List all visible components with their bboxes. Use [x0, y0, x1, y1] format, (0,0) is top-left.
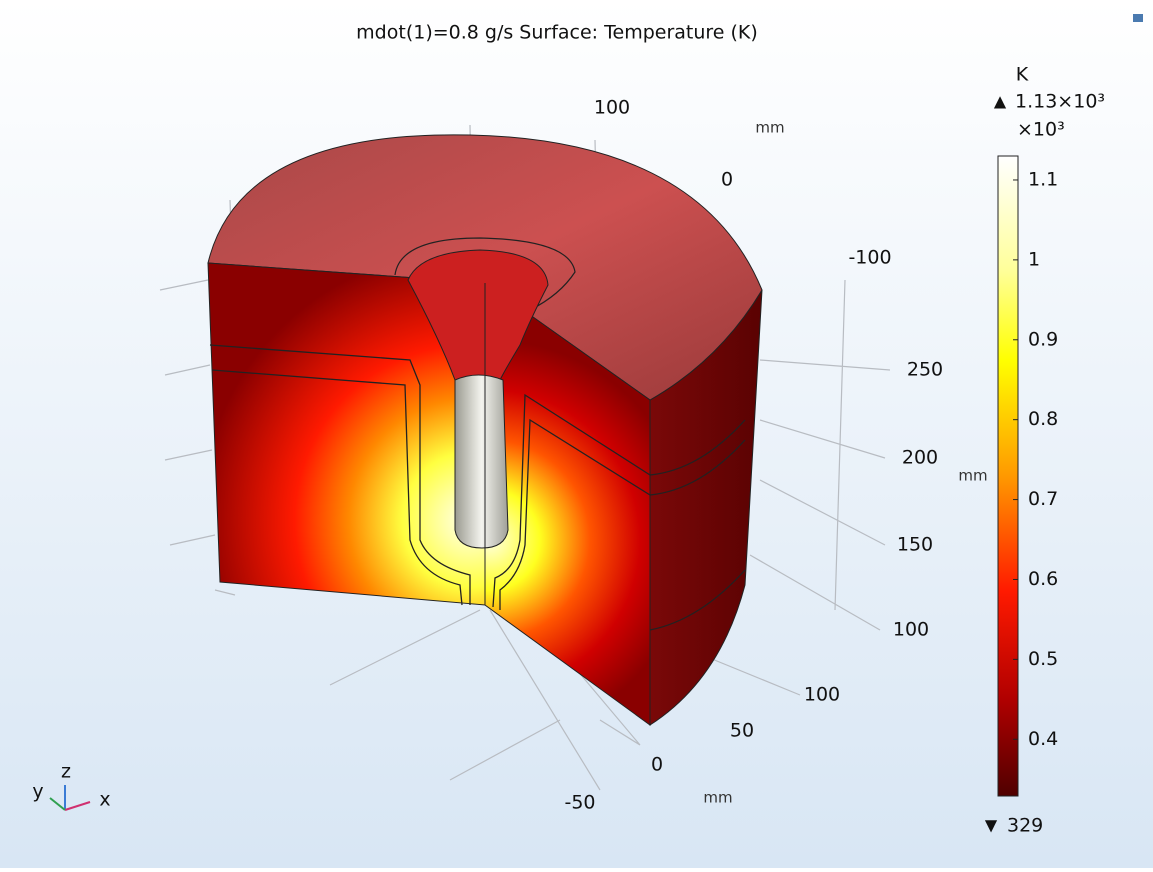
axis-unit: mm [703, 789, 732, 807]
min-marker: ▼ [985, 816, 998, 835]
colorbar-tick-label: 0.4 [1028, 728, 1058, 750]
colorbar-tick-label: 0.8 [1028, 408, 1058, 430]
colorbar-tick-label: 0.9 [1028, 328, 1058, 350]
tick-label: 0 [721, 169, 733, 191]
colorbar-scale [998, 156, 1018, 796]
triad-label: y [32, 781, 43, 803]
tick-label: 150 [897, 534, 933, 556]
colorbar-tick-label: 1 [1028, 248, 1040, 270]
crucible [455, 375, 508, 548]
tick-label: 200 [902, 447, 938, 469]
tick-label: 50 [730, 720, 754, 742]
tick-label: -50 [564, 792, 595, 814]
colorbar-unit: K [1016, 64, 1029, 86]
colorbar-tick-label: 1.1 [1028, 168, 1058, 190]
triad-label: z [61, 761, 71, 783]
colorbar-tick-label: 0.5 [1028, 648, 1058, 670]
tick-label: -100 [848, 247, 891, 269]
tick-label: 100 [804, 684, 840, 706]
colorbar-tick-label: 0.6 [1028, 568, 1058, 590]
colorbar-tick-label: 0.7 [1028, 488, 1058, 510]
title: mdot(1)=0.8 g/s Surface: Temperature (K) [356, 22, 758, 44]
toolbar-icon[interactable] [1133, 14, 1143, 22]
triad-label: x [99, 789, 110, 811]
tick-label: 100 [893, 619, 929, 641]
colorbar-max: 1.13×10³ [1015, 91, 1105, 113]
plot-window: mdot(1)=0.8 g/s Surface: Temperature (K)… [0, 0, 1153, 868]
axis-unit: mm [958, 467, 987, 485]
page: mdot(1)=0.8 g/s Surface: Temperature (K)… [0, 0, 1153, 872]
colorbar-min: 329 [1007, 815, 1043, 837]
axis-unit: mm [755, 119, 784, 137]
tick-label: 100 [594, 97, 630, 119]
tick-label: 0 [651, 754, 663, 776]
tick-label: 250 [907, 359, 943, 381]
max-marker: ▲ [994, 92, 1007, 111]
colorbar-multiplier: ×10³ [1017, 119, 1065, 141]
